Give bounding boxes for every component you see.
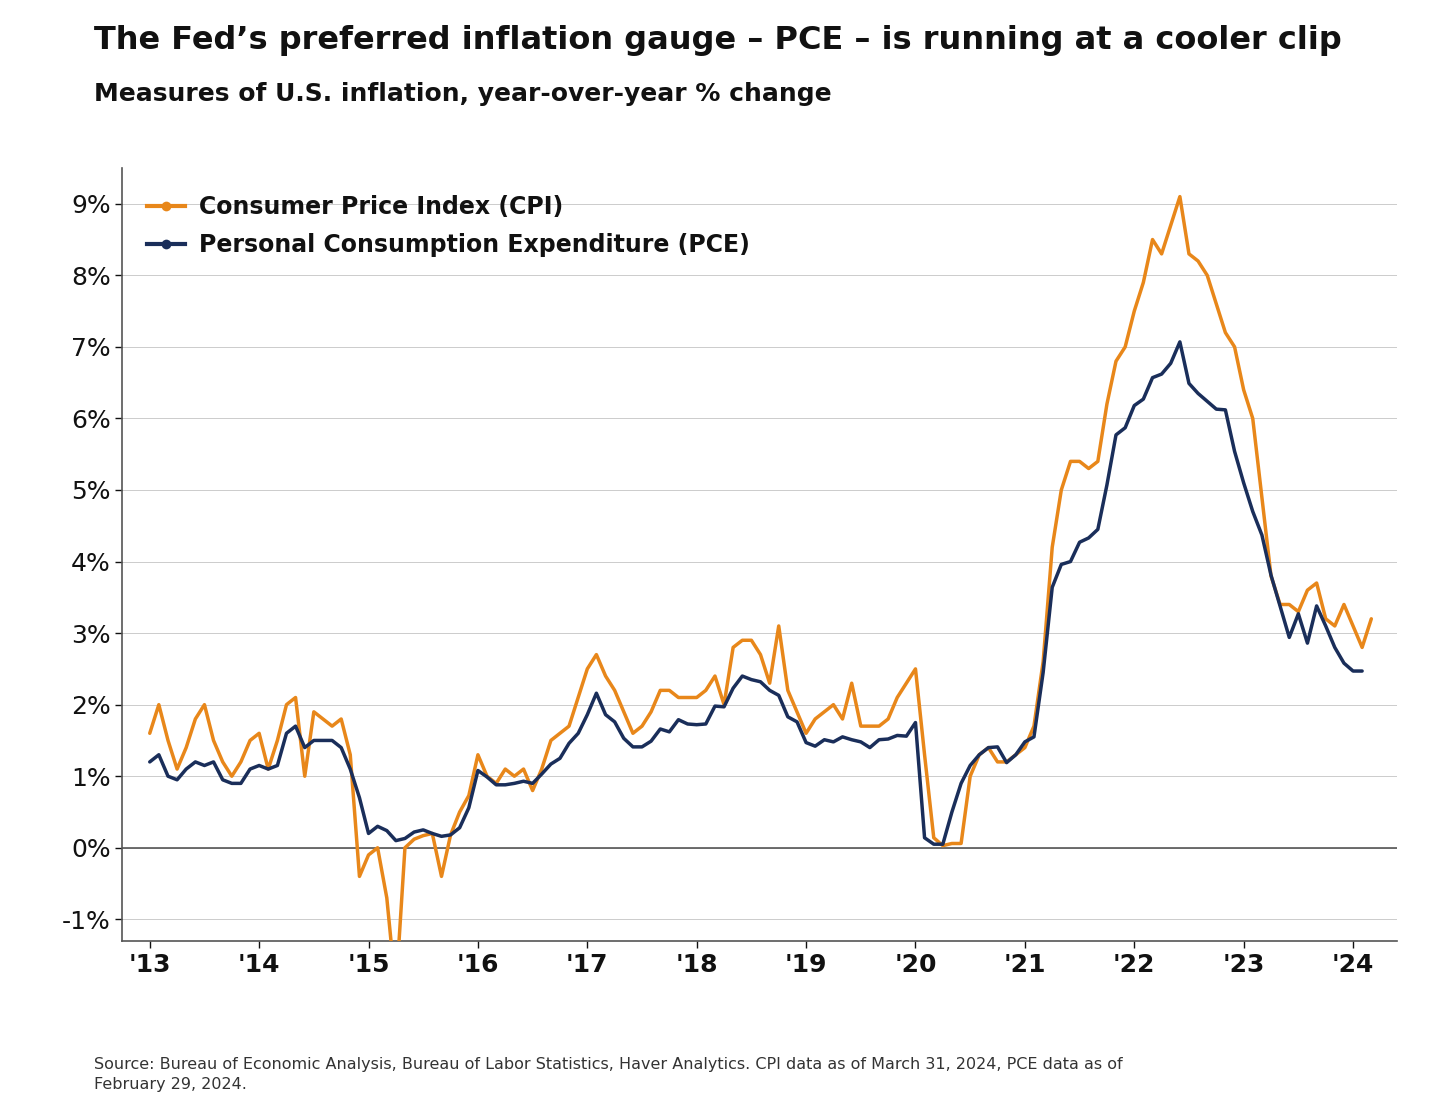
Legend: Consumer Price Index (CPI), Personal Consumption Expenditure (PCE): Consumer Price Index (CPI), Personal Con… <box>147 195 750 258</box>
Text: Source: Bureau of Economic Analysis, Bureau of Labor Statistics, Haver Analytics: Source: Bureau of Economic Analysis, Bur… <box>94 1057 1122 1092</box>
Text: Measures of U.S. inflation, year-over-year % change: Measures of U.S. inflation, year-over-ye… <box>94 82 831 105</box>
Text: The Fed’s preferred inflation gauge – PCE – is running at a cooler clip: The Fed’s preferred inflation gauge – PC… <box>94 25 1341 56</box>
